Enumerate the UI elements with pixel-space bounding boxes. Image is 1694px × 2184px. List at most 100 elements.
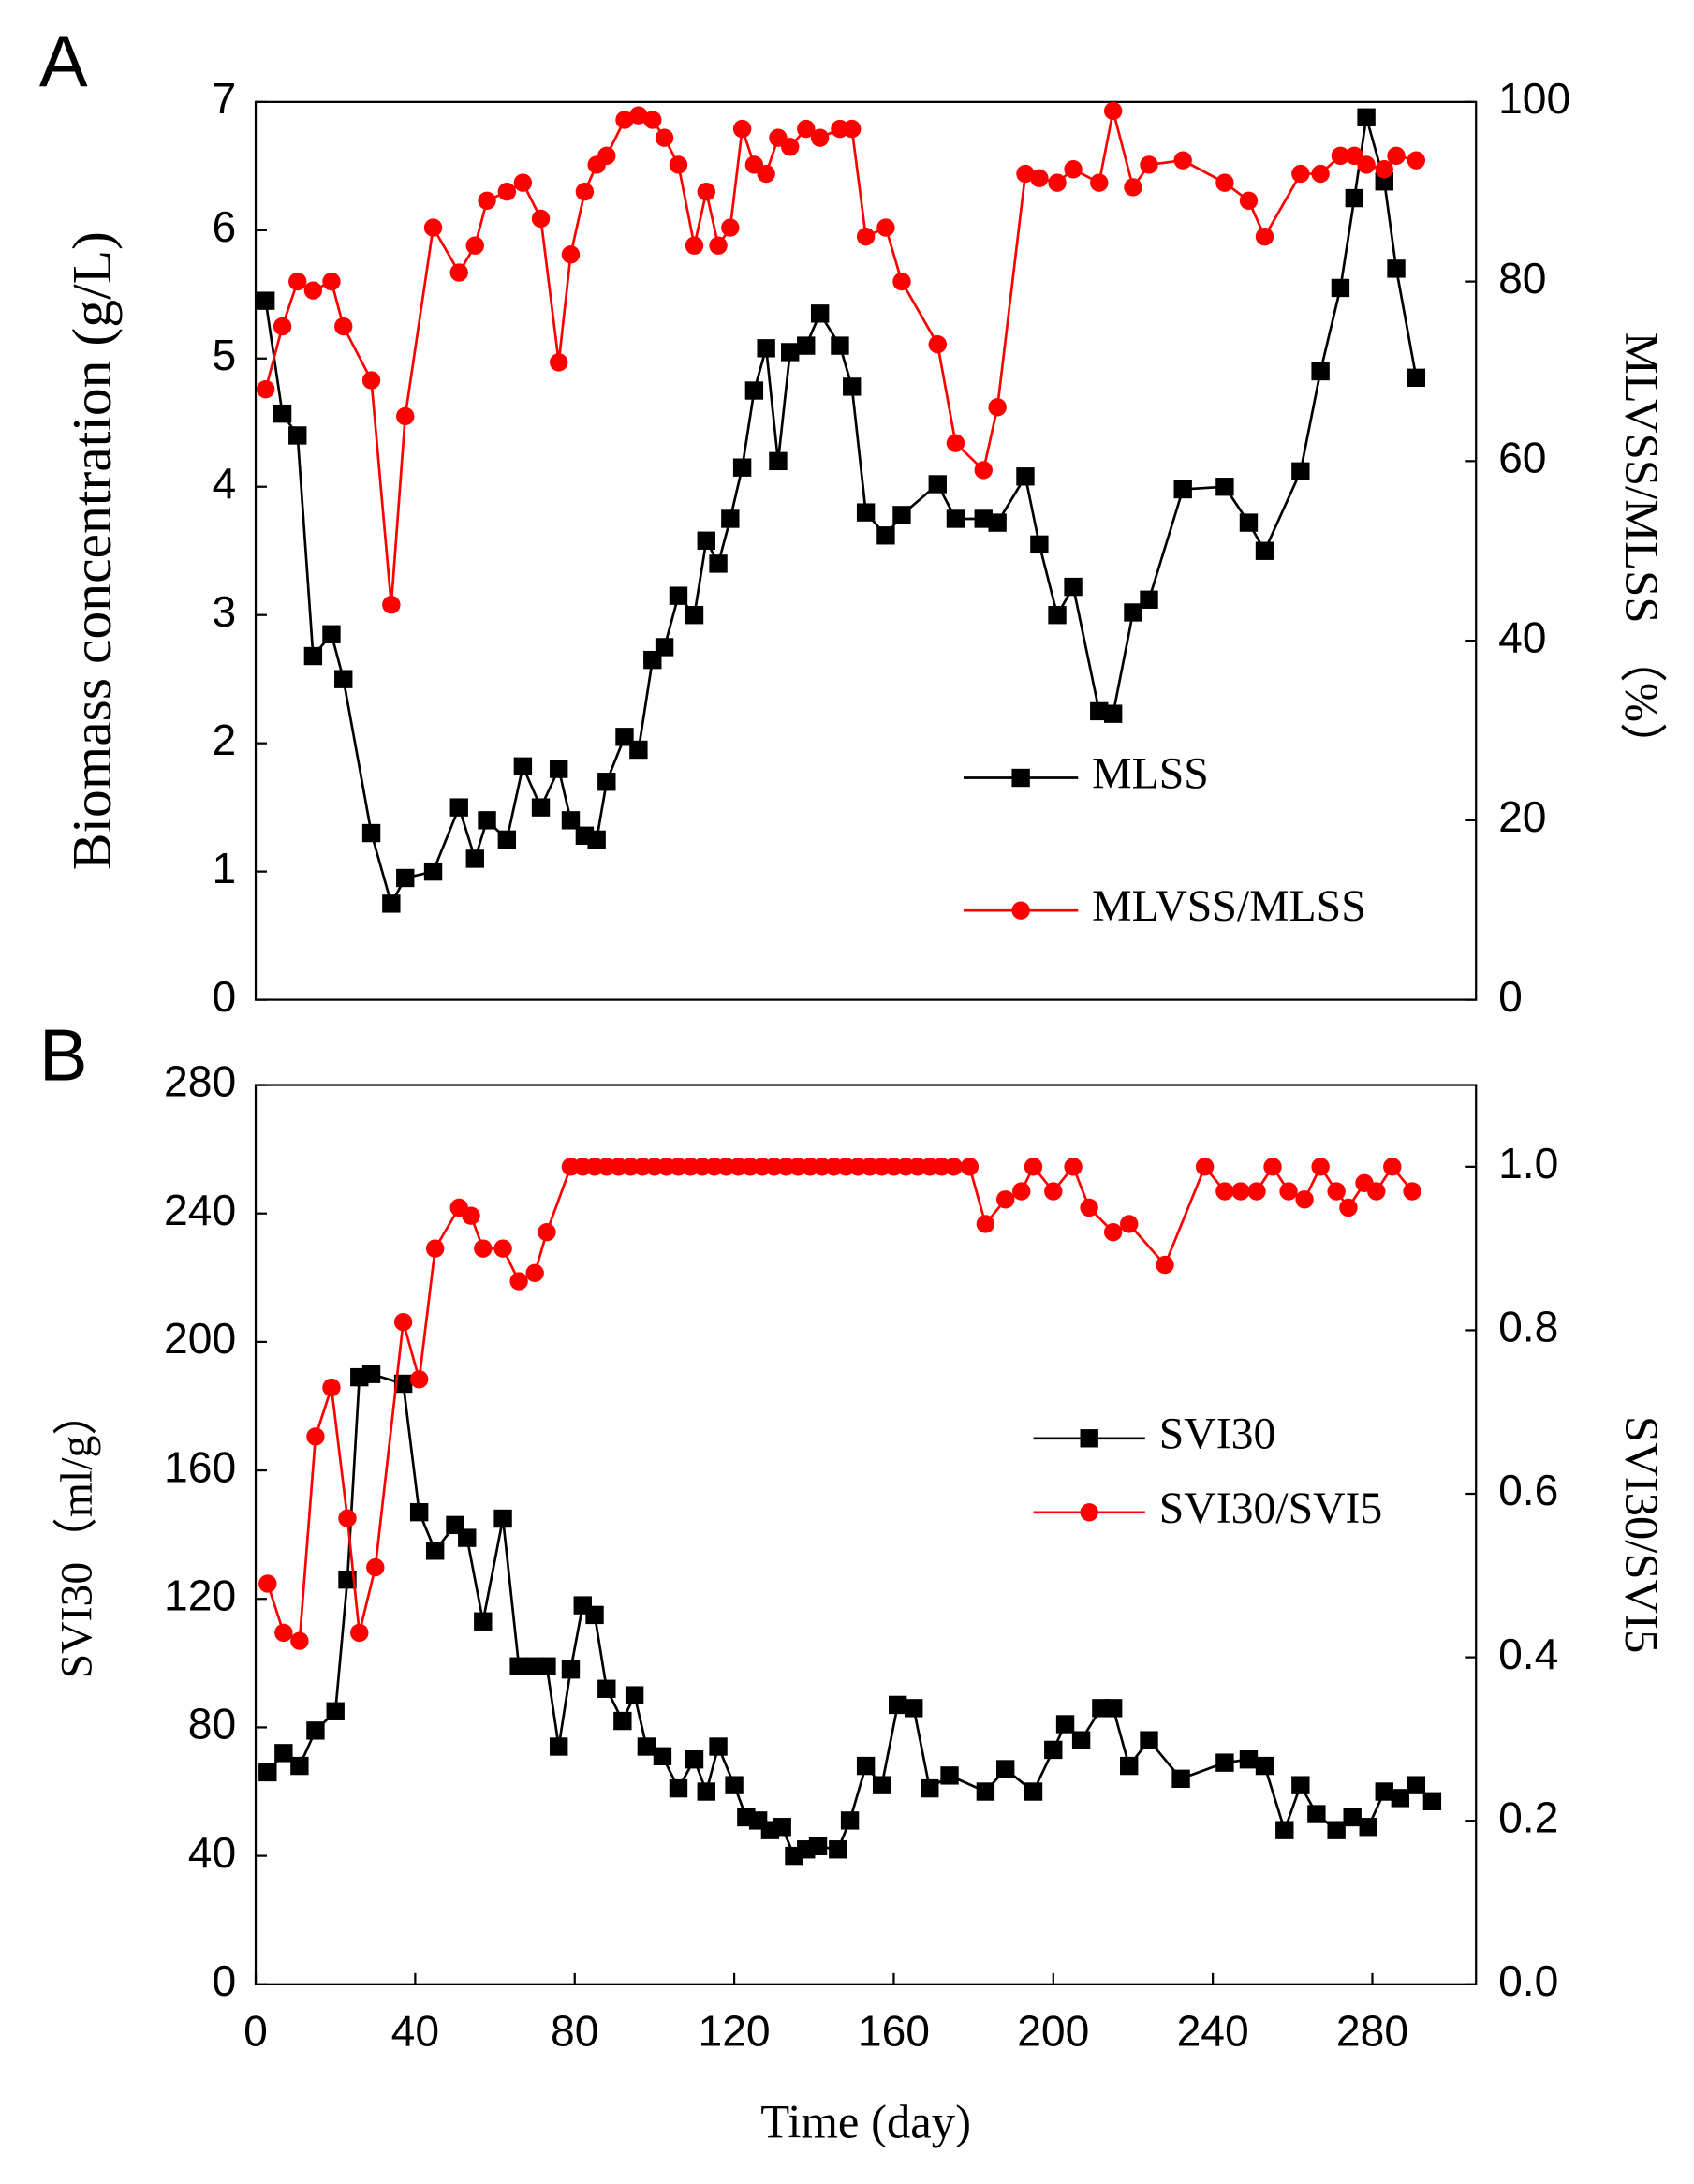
marker [334, 670, 353, 688]
marker [531, 209, 551, 229]
marker [1279, 1182, 1298, 1201]
marker [831, 336, 849, 355]
x-tick-label: 200 [1017, 2007, 1089, 2056]
marker [892, 272, 911, 291]
marker [889, 1695, 907, 1715]
marker [1357, 155, 1376, 174]
marker [1120, 1215, 1139, 1233]
marker [697, 531, 715, 550]
marker [1016, 164, 1035, 184]
marker [1124, 603, 1142, 622]
marker [1012, 1182, 1031, 1201]
y2-tick-label: 60 [1498, 434, 1546, 482]
marker [509, 1657, 528, 1675]
y-tick-label: 0 [212, 1956, 236, 2005]
marker [960, 1158, 980, 1176]
marker [1327, 1821, 1346, 1839]
marker [575, 183, 595, 201]
marker [1215, 1182, 1234, 1201]
marker [685, 1750, 704, 1769]
marker [1357, 108, 1376, 126]
marker [1403, 1182, 1421, 1201]
plot-frame [254, 100, 1478, 1001]
y2-tick-label: 100 [1498, 74, 1570, 123]
marker [1064, 577, 1083, 597]
marker [290, 1756, 309, 1776]
marker [669, 1778, 688, 1798]
marker [1140, 1731, 1158, 1749]
marker [721, 509, 740, 528]
panel-label: A [39, 22, 88, 102]
marker [1295, 1190, 1314, 1209]
marker [1048, 173, 1067, 192]
marker [597, 1679, 616, 1698]
marker [810, 304, 830, 323]
marker [1011, 901, 1030, 920]
marker [1291, 1776, 1310, 1794]
y2-tick-label: 0.4 [1498, 1630, 1558, 1678]
marker [615, 111, 634, 129]
marker [1275, 1821, 1294, 1839]
marker [709, 554, 728, 573]
y-tick-label: 40 [188, 1828, 236, 1877]
marker [810, 128, 830, 147]
marker [1103, 704, 1123, 723]
marker [1291, 164, 1310, 184]
marker [988, 513, 1007, 532]
marker [1140, 590, 1158, 609]
y2-tick-label: 1.0 [1498, 1139, 1558, 1188]
marker [974, 461, 993, 480]
marker [478, 191, 496, 211]
marker [326, 1702, 345, 1720]
y2-tick-label: 0 [1498, 972, 1523, 1021]
marker [685, 236, 704, 255]
y-tick-label: 280 [164, 1057, 236, 1106]
marker [525, 1263, 544, 1283]
marker [876, 526, 895, 545]
marker [1239, 191, 1259, 211]
marker [946, 434, 965, 452]
marker [669, 586, 688, 605]
marker [1311, 1158, 1330, 1176]
marker [1080, 1198, 1098, 1217]
marker [843, 119, 862, 139]
marker [1345, 188, 1364, 208]
marker [653, 1747, 672, 1765]
marker [256, 379, 275, 399]
marker [334, 317, 353, 336]
y-tick-label: 7 [212, 74, 236, 123]
x-tick-label: 240 [1177, 2007, 1249, 2056]
marker [561, 811, 581, 830]
marker [1255, 1756, 1274, 1776]
marker [1263, 1158, 1282, 1176]
marker [509, 1272, 528, 1291]
marker [393, 1374, 413, 1394]
y2-axis-title: SVI30/SVI5 [1615, 1416, 1668, 1653]
y2-tick-label: 0.0 [1498, 1956, 1558, 2005]
marker [725, 1776, 744, 1794]
marker [425, 1542, 445, 1560]
marker [423, 218, 443, 237]
marker [808, 1837, 828, 1856]
marker [781, 343, 800, 362]
y-tick-label: 160 [164, 1442, 236, 1491]
x-tick-label: 40 [391, 2007, 439, 2056]
marker [1103, 101, 1123, 121]
marker [303, 281, 323, 300]
marker [876, 218, 895, 237]
marker [322, 1378, 341, 1397]
y-tick-label: 6 [212, 202, 236, 251]
marker [1311, 164, 1330, 184]
y2-tick-label: 0.2 [1498, 1793, 1558, 1841]
panel-label: B [39, 1016, 88, 1097]
marker [625, 1686, 644, 1704]
y-tick-label: 4 [212, 459, 236, 508]
marker [773, 1818, 791, 1837]
marker [273, 317, 292, 336]
marker [1016, 467, 1035, 486]
marker [988, 398, 1007, 417]
marker [1055, 1715, 1075, 1734]
y-axis-title: Biomass concentration (g/L) [61, 231, 123, 870]
marker [274, 1623, 293, 1643]
marker [258, 1574, 277, 1593]
